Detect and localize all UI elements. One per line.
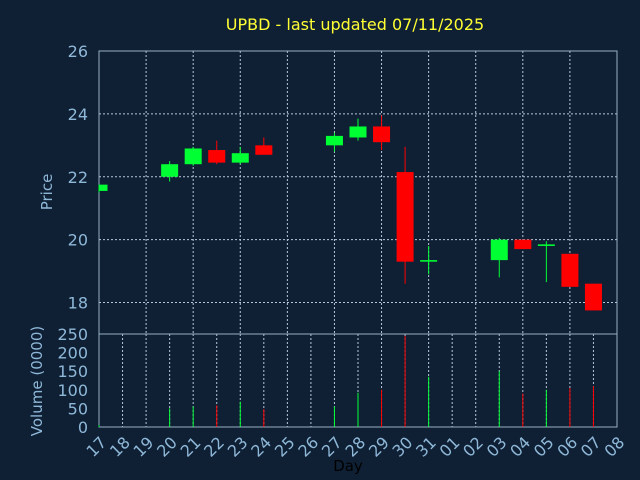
price-tick-label: 24 bbox=[68, 105, 88, 124]
x-axis-label: Day bbox=[333, 457, 363, 475]
price-tick-label: 22 bbox=[68, 168, 88, 187]
candle-body bbox=[561, 253, 579, 287]
volume-axis-label: Volume (0000) bbox=[28, 326, 46, 436]
price-panel-frame bbox=[98, 50, 618, 335]
candle-body bbox=[161, 164, 179, 177]
volume-tick-label: 100 bbox=[57, 381, 88, 400]
price-tick-label: 26 bbox=[68, 42, 88, 61]
price-tick-label: 20 bbox=[68, 231, 88, 250]
candles bbox=[98, 115, 602, 311]
candle-body bbox=[490, 239, 508, 261]
candle-body bbox=[420, 260, 438, 262]
volume-tick-label: 250 bbox=[57, 325, 88, 344]
candle-body bbox=[325, 135, 343, 146]
volume-tick-label: 200 bbox=[57, 344, 88, 363]
volume-grid bbox=[122, 334, 618, 427]
chart-title: UPBD - last updated 07/11/2025 bbox=[226, 15, 484, 34]
volume-tick-label: 150 bbox=[57, 362, 88, 381]
candle-body bbox=[514, 239, 532, 250]
price-grid bbox=[99, 51, 618, 334]
candle-body bbox=[255, 145, 273, 155]
price-axis-ticks: 18 20 22 24 26 bbox=[68, 42, 88, 313]
candle-body bbox=[184, 148, 202, 165]
volume-bars bbox=[98, 335, 594, 427]
candle-body bbox=[349, 126, 367, 138]
price-axis-label: Price bbox=[38, 174, 56, 211]
candle-body bbox=[537, 244, 555, 246]
candle-body bbox=[396, 172, 414, 262]
candle-body bbox=[99, 184, 108, 191]
candle-body bbox=[231, 153, 249, 163]
volume-tick-label: 0 bbox=[78, 418, 88, 437]
volume-tick-label: 50 bbox=[68, 399, 88, 418]
candle-body bbox=[208, 150, 226, 163]
candle-body bbox=[373, 126, 391, 143]
x-tick-label: 08 bbox=[600, 433, 628, 461]
price-tick-label: 18 bbox=[68, 294, 88, 313]
candle-body bbox=[584, 283, 602, 311]
